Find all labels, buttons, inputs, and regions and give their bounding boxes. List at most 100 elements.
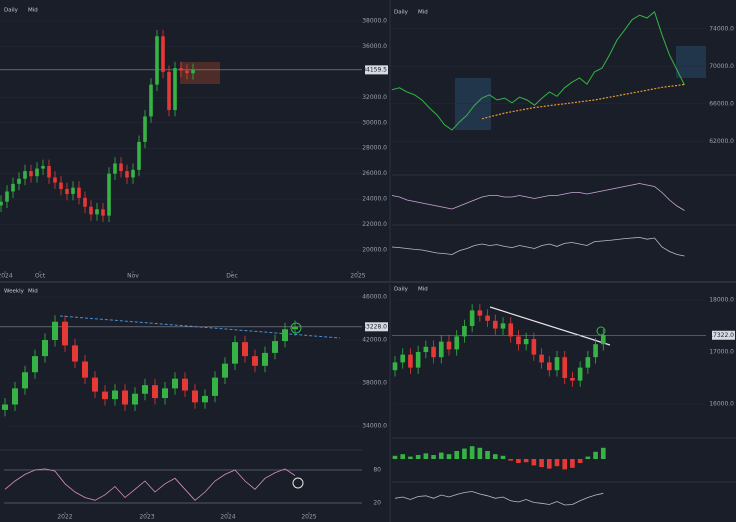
y-tick-label: 18000.0: [709, 297, 734, 304]
y-tick-label: 74000.0: [709, 25, 734, 32]
y-tick-label: 66000.0: [709, 100, 734, 107]
candle-body: [122, 390, 128, 405]
candle-body: [23, 171, 27, 179]
candle-body: [531, 339, 537, 355]
candle-body: [577, 367, 583, 381]
candle-body: [242, 342, 248, 357]
candle-body: [222, 363, 228, 378]
histogram-bar: [577, 459, 583, 463]
mode-label: Mid: [28, 8, 38, 14]
x-tick-label: Nov: [127, 273, 139, 280]
candle-body: [508, 323, 514, 337]
indicator-line: [394, 491, 604, 506]
y-tick-label: 20000.0: [362, 247, 387, 254]
candle-body: [167, 71, 171, 111]
candle-body: [523, 339, 529, 345]
candle-body: [562, 357, 568, 378]
histogram-bar: [585, 456, 591, 459]
candle-body: [182, 378, 188, 391]
histogram-bar: [523, 459, 529, 463]
histogram-bar: [593, 451, 598, 459]
candle-body: [83, 197, 87, 207]
histogram-bar: [600, 447, 606, 459]
mode-label: Mid: [28, 289, 38, 295]
candle-body: [262, 352, 268, 366]
candle-body: [29, 171, 33, 177]
measure-box: [676, 46, 706, 78]
candle-body: [82, 361, 88, 378]
y-tick-label: 46000.0: [362, 294, 387, 301]
candle-body: [12, 388, 18, 405]
histogram-bar: [516, 459, 521, 463]
y-tick-label: 38000.0: [362, 380, 387, 387]
candle-body: [11, 183, 15, 192]
candle-body: [161, 36, 165, 72]
candle-body: [35, 168, 39, 177]
candle-body: [500, 323, 506, 329]
y-tick-label: 62000.0: [709, 138, 734, 145]
x-tick-label: Dec: [226, 273, 238, 280]
y-tick-label: 32000.0: [362, 94, 387, 101]
histogram-bar: [446, 454, 452, 459]
price-label: 43228.0: [362, 323, 387, 330]
candle-body: [173, 68, 177, 111]
zone-box: [180, 62, 220, 84]
timeframe-label: Daily: [4, 8, 19, 14]
histogram-bar: [469, 446, 475, 459]
candle-body: [554, 357, 560, 371]
candle-body: [172, 378, 178, 389]
candle-body: [392, 362, 398, 371]
price-line-series: [391, 11, 685, 131]
candle-body: [101, 209, 105, 216]
price-tag: [712, 330, 735, 340]
histogram-bar: [477, 447, 483, 459]
candle-body: [539, 354, 544, 363]
y-tick-label: 22000.0: [362, 221, 387, 228]
trend-line: [489, 306, 611, 346]
candle-body: [162, 388, 168, 399]
histogram-bar: [454, 451, 460, 459]
candle-body: [59, 182, 63, 189]
candle-body: [89, 206, 93, 215]
candle-body: [462, 326, 467, 337]
indicator-level-label: 20: [373, 500, 381, 507]
candle-body: [53, 177, 57, 183]
price-label: 34159.5: [362, 66, 387, 73]
candle-body: [92, 377, 98, 392]
mode-label: Mid: [418, 10, 428, 16]
y-tick-label: 26000.0: [362, 170, 387, 177]
timeframe-label: Daily: [394, 10, 409, 16]
candle-body: [5, 191, 9, 202]
candle-body: [77, 187, 81, 198]
indicator-line: [391, 183, 685, 211]
candle-body: [585, 357, 591, 368]
x-tick-label: 2025: [350, 273, 365, 280]
x-tick-label: 2022: [57, 514, 72, 521]
highlight-circle: [290, 322, 302, 334]
candle-body: [119, 163, 123, 172]
y-tick-label: 28000.0: [362, 145, 387, 152]
candle-body: [113, 163, 117, 174]
candle-body: [446, 341, 452, 350]
candle-body: [469, 310, 475, 326]
candle-body: [22, 372, 28, 389]
timeframe-label: Daily: [394, 287, 409, 293]
candle-body: [137, 141, 141, 170]
candle-body: [485, 315, 490, 321]
candle-body: [192, 390, 198, 403]
candle-body: [42, 340, 48, 357]
candle-body: [431, 346, 436, 358]
x-tick-label: 2025: [301, 514, 316, 521]
candle-body: [17, 178, 21, 184]
price-tag: [365, 322, 388, 332]
candle-body: [600, 335, 606, 345]
y-tick-label: 30000.0: [362, 119, 387, 126]
mode-label: Mid: [418, 287, 428, 293]
candle-body: [107, 173, 111, 216]
candle-body: [593, 344, 598, 358]
price-label: 17322.0: [709, 332, 734, 339]
y-tick-label: 24000.0: [362, 196, 387, 203]
candle-body: [232, 342, 238, 364]
histogram-bar: [423, 453, 429, 459]
